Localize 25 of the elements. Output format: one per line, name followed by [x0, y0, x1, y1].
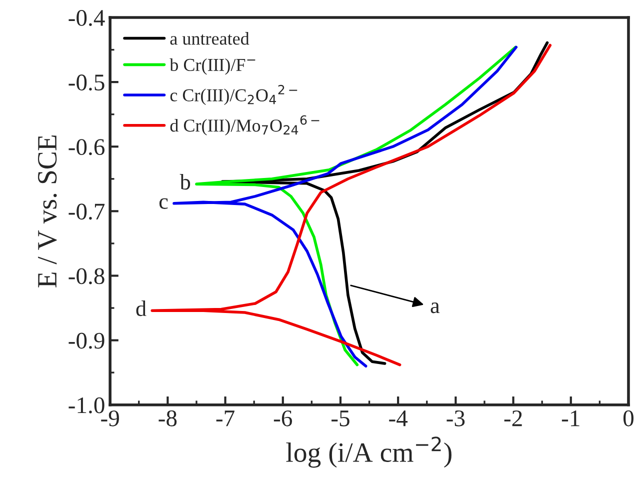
x-tick-label: -6 — [274, 410, 292, 426]
x-tick-label: -5 — [332, 410, 350, 426]
annotation: c — [159, 198, 168, 209]
legend-label: b Cr(III)/F$^{−}$ — [170, 58, 256, 75]
x-tick-label: -8 — [158, 410, 177, 426]
y-tick-label: -0.5 — [68, 74, 104, 91]
y-tick-label: -0.6 — [68, 139, 105, 156]
x-tick-label: -3 — [446, 410, 465, 426]
annotation: b — [180, 174, 190, 190]
x-axis-title: log (i/A cm$^{−2}$) — [286, 436, 452, 468]
legend-label: a untreated — [170, 32, 250, 45]
y-tick-label: -0.8 — [68, 268, 104, 284]
y-tick-label: -0.4 — [68, 10, 105, 26]
legend-label: c Cr(III)/C$_{2}$O$_{4}$$^{2−}$ — [170, 84, 298, 106]
y-tick-label: -0.9 — [68, 332, 104, 349]
legend-label: d Cr(III)/Mo$_{7}$O$_{24}$$^{6−}$ — [170, 115, 320, 136]
x-tick-label: -1 — [562, 410, 580, 426]
y-axis-title: E / V vs. SCE — [38, 135, 57, 288]
x-tick-label: -4 — [389, 410, 408, 426]
x-tick-label: -7 — [216, 410, 234, 426]
x-tick-label: 0 — [623, 410, 634, 426]
x-tick-label: -2 — [504, 410, 522, 426]
annotation: a — [430, 302, 440, 314]
annotation: d — [136, 300, 146, 316]
y-tick-label: -0.7 — [68, 204, 105, 220]
